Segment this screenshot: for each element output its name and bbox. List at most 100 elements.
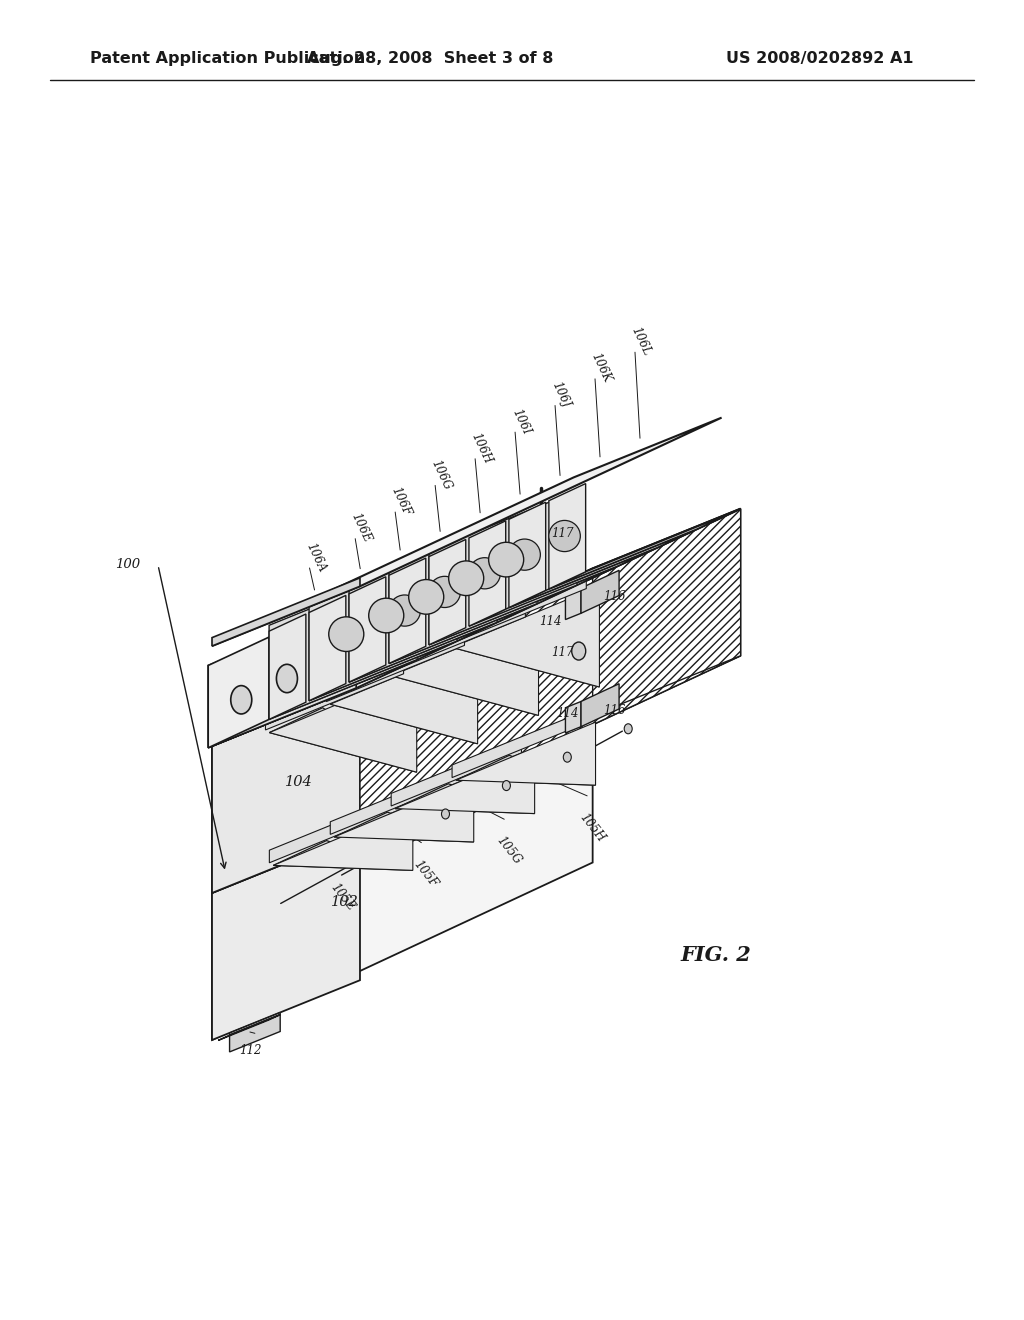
Polygon shape <box>389 510 537 664</box>
Polygon shape <box>212 569 593 894</box>
Polygon shape <box>334 779 474 842</box>
Text: 114: 114 <box>540 615 562 628</box>
Polygon shape <box>387 609 525 673</box>
Text: 106K: 106K <box>589 351 613 385</box>
Text: 117: 117 <box>551 527 573 540</box>
Polygon shape <box>331 768 461 834</box>
Polygon shape <box>331 680 477 743</box>
Polygon shape <box>449 581 587 644</box>
Polygon shape <box>452 711 583 777</box>
Text: 116: 116 <box>603 590 626 603</box>
Text: 106F: 106F <box>389 484 414 517</box>
Text: 100: 100 <box>115 558 140 572</box>
Ellipse shape <box>625 723 632 734</box>
Polygon shape <box>269 708 417 772</box>
Polygon shape <box>391 615 539 715</box>
Text: 104: 104 <box>286 775 313 788</box>
Polygon shape <box>360 508 740 833</box>
Polygon shape <box>273 808 413 870</box>
Polygon shape <box>452 586 599 686</box>
Polygon shape <box>429 568 613 645</box>
Text: 105F: 105F <box>411 858 440 890</box>
Polygon shape <box>269 672 417 772</box>
Polygon shape <box>391 741 521 807</box>
Polygon shape <box>334 812 474 842</box>
Text: Aug. 28, 2008  Sheet 3 of 8: Aug. 28, 2008 Sheet 3 of 8 <box>307 50 553 66</box>
Polygon shape <box>469 521 506 626</box>
Polygon shape <box>212 656 740 894</box>
Text: 112: 112 <box>239 1044 261 1057</box>
Text: Patent Application Publication: Patent Application Publication <box>90 50 366 66</box>
Polygon shape <box>549 512 733 589</box>
Ellipse shape <box>488 543 523 577</box>
Text: 106H: 106H <box>468 430 494 466</box>
Polygon shape <box>349 577 386 682</box>
Text: 105G: 105G <box>494 834 524 867</box>
Polygon shape <box>391 651 539 715</box>
Polygon shape <box>269 643 454 719</box>
Polygon shape <box>581 684 620 727</box>
Polygon shape <box>212 417 722 645</box>
Polygon shape <box>349 528 497 682</box>
Polygon shape <box>327 638 465 701</box>
Polygon shape <box>212 676 360 746</box>
Ellipse shape <box>571 642 586 660</box>
Text: US 2008/0202892 A1: US 2008/0202892 A1 <box>726 50 913 66</box>
Polygon shape <box>208 638 269 747</box>
Ellipse shape <box>503 780 510 791</box>
Ellipse shape <box>329 616 364 652</box>
Text: 116: 116 <box>603 704 626 717</box>
Polygon shape <box>212 508 740 746</box>
Polygon shape <box>331 643 477 743</box>
Text: FIG. 2: FIG. 2 <box>680 945 751 965</box>
Ellipse shape <box>469 557 501 589</box>
Text: 105H: 105H <box>577 810 607 845</box>
Polygon shape <box>269 614 306 719</box>
Polygon shape <box>309 595 346 701</box>
Text: 102: 102 <box>331 895 358 909</box>
Polygon shape <box>269 565 417 719</box>
Polygon shape <box>212 578 360 645</box>
Polygon shape <box>309 546 457 701</box>
Polygon shape <box>469 549 653 626</box>
Text: 106L: 106L <box>629 325 653 358</box>
Ellipse shape <box>276 664 297 693</box>
Polygon shape <box>456 755 596 785</box>
Text: 114: 114 <box>556 708 579 721</box>
Polygon shape <box>269 797 399 863</box>
Ellipse shape <box>301 657 322 685</box>
Ellipse shape <box>346 636 368 664</box>
Polygon shape <box>208 606 356 747</box>
Ellipse shape <box>389 595 421 626</box>
Polygon shape <box>229 1012 281 1035</box>
Text: 106J: 106J <box>549 380 572 409</box>
Polygon shape <box>581 570 620 614</box>
Polygon shape <box>212 715 593 1040</box>
Text: 106I: 106I <box>509 407 532 437</box>
Polygon shape <box>273 841 413 870</box>
Text: 117: 117 <box>551 645 573 659</box>
Polygon shape <box>395 751 535 813</box>
Ellipse shape <box>409 579 443 614</box>
Polygon shape <box>509 531 693 607</box>
Text: 105E: 105E <box>329 880 357 913</box>
Ellipse shape <box>509 539 541 570</box>
Polygon shape <box>212 833 360 1040</box>
Polygon shape <box>452 623 599 686</box>
Text: 106E: 106E <box>348 511 374 545</box>
Polygon shape <box>389 586 573 664</box>
Polygon shape <box>212 508 740 746</box>
Polygon shape <box>229 1015 281 1052</box>
Ellipse shape <box>449 561 483 595</box>
Polygon shape <box>429 540 466 645</box>
Ellipse shape <box>441 809 450 818</box>
Polygon shape <box>212 686 360 894</box>
Polygon shape <box>349 605 534 682</box>
Polygon shape <box>395 784 535 813</box>
Ellipse shape <box>549 520 581 552</box>
Ellipse shape <box>563 752 571 762</box>
Polygon shape <box>549 483 586 589</box>
Polygon shape <box>208 660 417 747</box>
Polygon shape <box>456 722 596 785</box>
Ellipse shape <box>230 685 252 714</box>
